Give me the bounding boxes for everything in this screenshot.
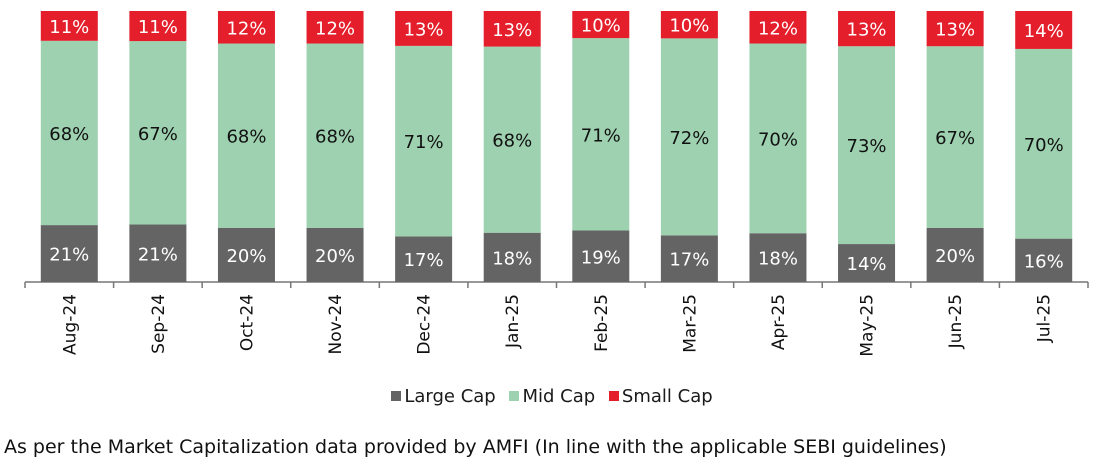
data-label: 68% [315,127,355,148]
data-label: 18% [758,249,798,270]
data-label: 70% [1024,135,1064,156]
bar-segment [129,41,187,225]
bar-segment [926,227,984,282]
data-label: 12% [315,18,355,39]
bar-segment [926,46,984,228]
data-label: 67% [138,124,178,145]
bar-segment [306,227,364,282]
bar-segment [129,11,187,42]
bar-segment [306,43,364,228]
data-label: 10% [669,16,709,37]
bar-segment [40,40,98,226]
bar-segment [395,11,453,46]
x-tick-label: Mar-25 [680,294,700,353]
legend-item-small-cap: Small Cap [608,386,713,407]
bar-segment [572,230,630,282]
x-tick-label: Jan-25 [503,294,523,349]
x-tick-label: Dec-24 [415,294,435,355]
x-tick-label: Apr-25 [769,294,789,350]
stacked-bar-chart: 21% 68% 11% Aug-24 21% 67% 11% Sep-24 20% 68% 12% O… [24,11,1089,357]
bar-segment [395,236,453,282]
data-label: 13% [847,20,887,41]
data-label: 11% [49,17,89,38]
x-tick-label: Oct-24 [237,294,257,351]
x-tick-label: Feb-25 [592,294,612,352]
data-label: 11% [138,17,178,38]
data-label: 71% [404,132,444,153]
x-tick-label: Jul-25 [1035,294,1055,343]
data-label: 14% [847,254,887,275]
legend-label-large-cap: Large Cap [404,386,496,407]
data-label: 67% [935,128,975,149]
data-label: 68% [226,127,266,148]
legend-swatch-small-cap [608,391,619,401]
data-label: 20% [935,246,975,267]
footnote: As per the Market Capitalization data pr… [4,436,947,458]
bar-segment [926,11,984,47]
x-tick-label: Nov-24 [326,294,346,355]
bar-segment [483,11,541,47]
data-label: 68% [49,124,89,145]
data-label: 19% [581,247,621,268]
data-label: 12% [226,18,266,39]
bar-segment [572,11,630,39]
bar-segment [40,11,98,41]
data-label: 16% [1024,251,1064,272]
bar-segment [1015,48,1073,239]
bar-segment [129,224,187,282]
data-label: 73% [847,136,887,157]
legend: Large Cap Mid Cap Small Cap [0,386,1104,407]
data-label: 21% [138,244,178,265]
bar-segment [217,43,275,228]
bar-segment [749,11,807,44]
legend-swatch-mid-cap [509,391,520,401]
bar-segment [483,232,541,282]
bar-segment [749,43,807,234]
data-label: 72% [669,128,709,149]
bar-segment [838,11,896,47]
data-label: 17% [404,250,444,271]
data-label: 10% [581,16,621,37]
bar-segment [838,244,896,282]
data-label: 14% [1024,21,1064,42]
data-label: 70% [758,129,798,150]
data-label: 13% [404,19,444,40]
bar-segment [1015,11,1073,49]
x-tick-label: May-25 [858,294,878,357]
data-label: 13% [492,20,532,41]
legend-label-small-cap: Small Cap [621,386,713,407]
bar-segment [217,11,275,44]
bar-segment [40,225,98,282]
bar-segment [306,11,364,44]
data-label: 18% [492,248,532,269]
x-tick-label: Jun-25 [946,294,966,349]
data-label: 21% [49,245,89,266]
x-tick-label: Aug-24 [60,294,80,355]
legend-item-large-cap: Large Cap [391,386,496,407]
bar-segment [749,233,807,282]
bar-segment [395,45,453,237]
bar-segment [572,38,630,231]
bar-segment [483,46,541,233]
legend-swatch-large-cap [391,391,402,401]
legend-item-mid-cap: Mid Cap [509,386,595,407]
data-label: 13% [935,20,975,41]
data-label: 17% [669,250,709,271]
bar-segment [660,235,718,282]
legend-label-mid-cap: Mid Cap [522,386,596,407]
data-label: 71% [581,125,621,146]
data-label: 20% [315,246,355,267]
data-label: 12% [758,18,798,39]
bar-segment [660,38,718,236]
bar-segment [1015,238,1073,282]
data-label: 68% [492,131,532,152]
x-tick-label: Sep-24 [149,294,169,354]
bar-segment [660,11,718,39]
bar-segment [217,227,275,282]
bar-segment [838,46,896,245]
data-label: 20% [226,246,266,267]
